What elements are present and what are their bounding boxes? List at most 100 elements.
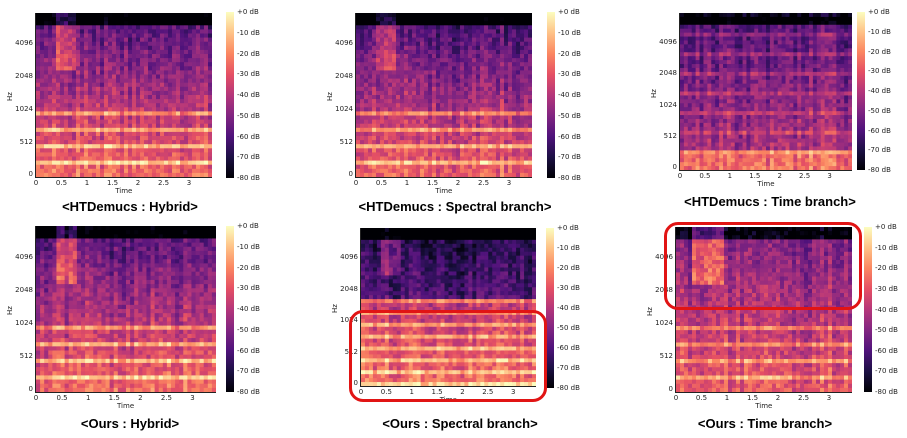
- colorbar-tick-label: -50 dB: [558, 111, 581, 120]
- x-tick-label: 3: [186, 179, 192, 187]
- colorbar-tick-label: -10 dB: [875, 243, 898, 252]
- x-tick-label: 2: [455, 179, 461, 187]
- y-tick-label: 1024: [15, 318, 33, 327]
- x-axis-label: Time: [755, 402, 773, 410]
- colorbar-tick-label: -30 dB: [875, 284, 898, 293]
- colorbar: [226, 12, 234, 178]
- x-tick-label: 3: [506, 179, 512, 187]
- colorbar-tick-label: +0 dB: [558, 8, 580, 16]
- colorbar-tick-label: -40 dB: [558, 91, 581, 99]
- colorbar-tick-label: -70 dB: [237, 153, 260, 162]
- y-axis-label: Hz: [650, 88, 658, 98]
- y-axis-line: [360, 228, 361, 386]
- colorbar-tick-label: -70 dB: [558, 153, 581, 162]
- y-tick-label: 2048: [659, 69, 677, 78]
- colorbar-tick-label: -60 dB: [868, 126, 891, 135]
- x-tick-label: 1.5: [749, 172, 761, 180]
- x-tick-label: 2.5: [797, 394, 810, 402]
- x-axis-line: [35, 177, 212, 178]
- x-tick-label: 1: [724, 394, 730, 402]
- x-tick-label: 1.5: [431, 388, 443, 396]
- y-tick-label: 0: [353, 379, 358, 388]
- y-tick-label: 1024: [659, 100, 677, 109]
- colorbar-tick-label: -10 dB: [558, 28, 581, 37]
- colorbar-tick-label: -70 dB: [557, 364, 580, 372]
- colorbar-tick-label: +0 dB: [557, 224, 579, 232]
- x-tick-label: 0.5: [699, 172, 711, 180]
- x-tick-label: 2.5: [160, 394, 172, 402]
- y-tick-label: 1024: [335, 104, 353, 113]
- colorbar-tick-label: -10 dB: [237, 242, 260, 251]
- x-tick-label: 3: [190, 394, 195, 402]
- colorbar-tick-label: -80 dB: [557, 384, 580, 392]
- caption-htdemucs-hybrid: <HTDemucs : Hybrid>: [62, 199, 198, 214]
- colorbar-tick-label: -30 dB: [557, 284, 580, 292]
- colorbar-tick-label: +0 dB: [237, 222, 259, 230]
- x-tick-label: 0.5: [56, 394, 68, 402]
- x-tick-label: 2: [460, 388, 465, 396]
- x-axis-label: Time: [757, 180, 775, 188]
- colorbar-tick-label: -80 dB: [558, 174, 581, 182]
- caption-htdemucs-spectral: <HTDemucs : Spectral branch>: [358, 199, 552, 214]
- y-tick-label: 4096: [15, 252, 33, 261]
- x-tick-label: 3: [510, 388, 516, 396]
- x-tick-label: 1.5: [108, 394, 120, 402]
- x-tick-label: 2: [138, 394, 143, 402]
- colorbar-tick-label: -40 dB: [237, 91, 260, 99]
- x-axis-label: Time: [115, 187, 133, 195]
- x-axis-line: [35, 392, 216, 393]
- colorbar-tick-label: -20 dB: [558, 49, 581, 58]
- x-tick-label: 0.5: [55, 179, 68, 187]
- x-axis-label: Time: [117, 402, 135, 410]
- y-tick-label: 512: [339, 137, 353, 146]
- y-tick-label: 0: [348, 170, 353, 179]
- x-axis-line: [679, 170, 852, 171]
- caption-ours-time: <Ours : Time branch>: [697, 416, 833, 431]
- x-tick-label: 0: [33, 179, 39, 187]
- x-tick-label: 0: [33, 394, 39, 402]
- y-tick-label: 2048: [335, 71, 353, 80]
- colorbar-tick-label: -50 dB: [557, 324, 580, 332]
- y-axis-label: Hz: [6, 92, 14, 101]
- colorbar-tick-label: -70 dB: [868, 146, 891, 155]
- colorbar-tick-label: +0 dB: [875, 223, 897, 231]
- x-tick-label: 2.5: [799, 172, 811, 180]
- y-axis-line: [35, 13, 36, 177]
- x-tick-label: 2.5: [157, 179, 170, 187]
- y-tick-label: 0: [668, 385, 673, 394]
- colorbar-tick-label: -40 dB: [875, 305, 898, 314]
- x-tick-label: 0.5: [380, 388, 392, 396]
- colorbar-tick-label: -70 dB: [875, 367, 898, 376]
- y-tick-label: 2048: [340, 284, 358, 293]
- y-tick-label: 4096: [340, 253, 358, 262]
- y-tick-label: 512: [659, 352, 673, 361]
- x-tick-label: 2.5: [482, 388, 494, 396]
- y-axis-label: Hz: [326, 92, 334, 101]
- y-tick-label: 0: [28, 170, 33, 179]
- x-tick-label: 1: [84, 179, 90, 187]
- y-axis-label: Hz: [6, 306, 14, 315]
- colorbar-tick-label: -20 dB: [237, 263, 260, 272]
- y-tick-label: 2048: [15, 285, 33, 294]
- y-tick-label: 0: [28, 385, 33, 394]
- colorbar-tick-label: -60 dB: [237, 132, 260, 141]
- x-tick-label: 1: [727, 172, 733, 180]
- caption-ours-spectral: <Ours : Spectral branch>: [382, 416, 538, 431]
- colorbar-tick-label: -80 dB: [237, 388, 260, 396]
- spectrogram-image: [356, 13, 532, 177]
- x-tick-label: 2.5: [477, 179, 490, 187]
- x-tick-label: 0.5: [375, 179, 388, 187]
- colorbar-tick-label: -30 dB: [237, 70, 260, 79]
- y-tick-label: 4096: [15, 39, 33, 48]
- x-tick-label: 3: [826, 394, 832, 402]
- y-axis-line: [679, 13, 680, 170]
- colorbar-tick-label: -50 dB: [237, 111, 260, 120]
- y-tick-label: 2048: [15, 71, 33, 80]
- colorbar-tick-label: -10 dB: [868, 27, 891, 36]
- colorbar: [226, 226, 234, 392]
- colorbar-tick-label: -50 dB: [237, 325, 260, 334]
- colorbar-tick-label: -60 dB: [237, 346, 260, 355]
- y-tick-label: 0: [672, 163, 677, 172]
- x-tick-label: 1.5: [106, 179, 119, 187]
- x-tick-label: 0: [673, 394, 679, 402]
